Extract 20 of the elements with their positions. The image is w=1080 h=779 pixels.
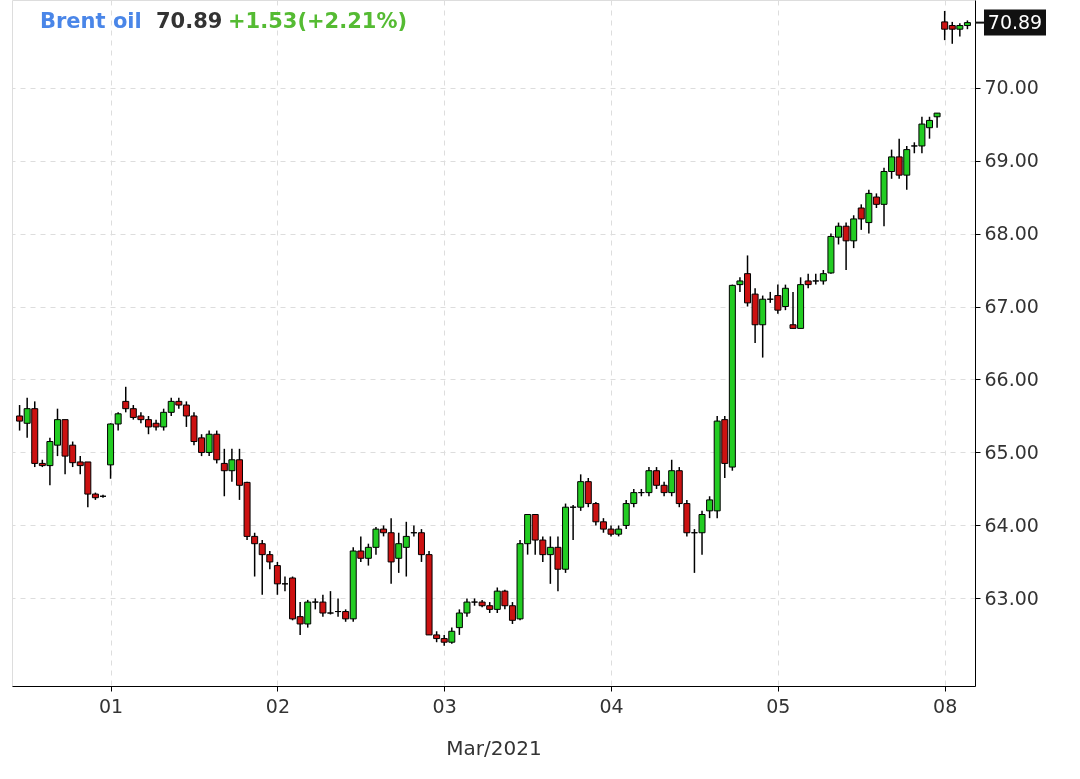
annotation: +1.53(+2.21%) xyxy=(228,9,408,33)
x-tick-label: 01 xyxy=(98,694,124,717)
x-axis-title: Mar/2021 xyxy=(446,735,542,760)
y-tick-label: 67.00 xyxy=(984,295,1039,318)
y-tick-label: 68.00 xyxy=(984,222,1039,245)
y-tick-label: 63.00 xyxy=(984,586,1039,609)
chart-title: Brent oil xyxy=(40,9,142,33)
candlestick xyxy=(933,112,941,129)
x-tick-label: 05 xyxy=(766,694,791,717)
x-tick-label: 02 xyxy=(265,694,290,717)
y-tick-label: 64.00 xyxy=(984,513,1039,536)
y-tick-label: 70.00 xyxy=(984,76,1039,99)
x-tick-label: 04 xyxy=(599,694,624,717)
y-tick-label: 66.00 xyxy=(984,367,1039,390)
y-tick-label: 65.00 xyxy=(984,440,1039,463)
x-tick-label: 08 xyxy=(933,694,958,717)
y-tick-label: 69.00 xyxy=(984,149,1039,172)
x-tick-label: 03 xyxy=(432,694,457,717)
text: 70.89 xyxy=(987,10,1043,33)
annotation: 70.89 xyxy=(156,9,223,33)
